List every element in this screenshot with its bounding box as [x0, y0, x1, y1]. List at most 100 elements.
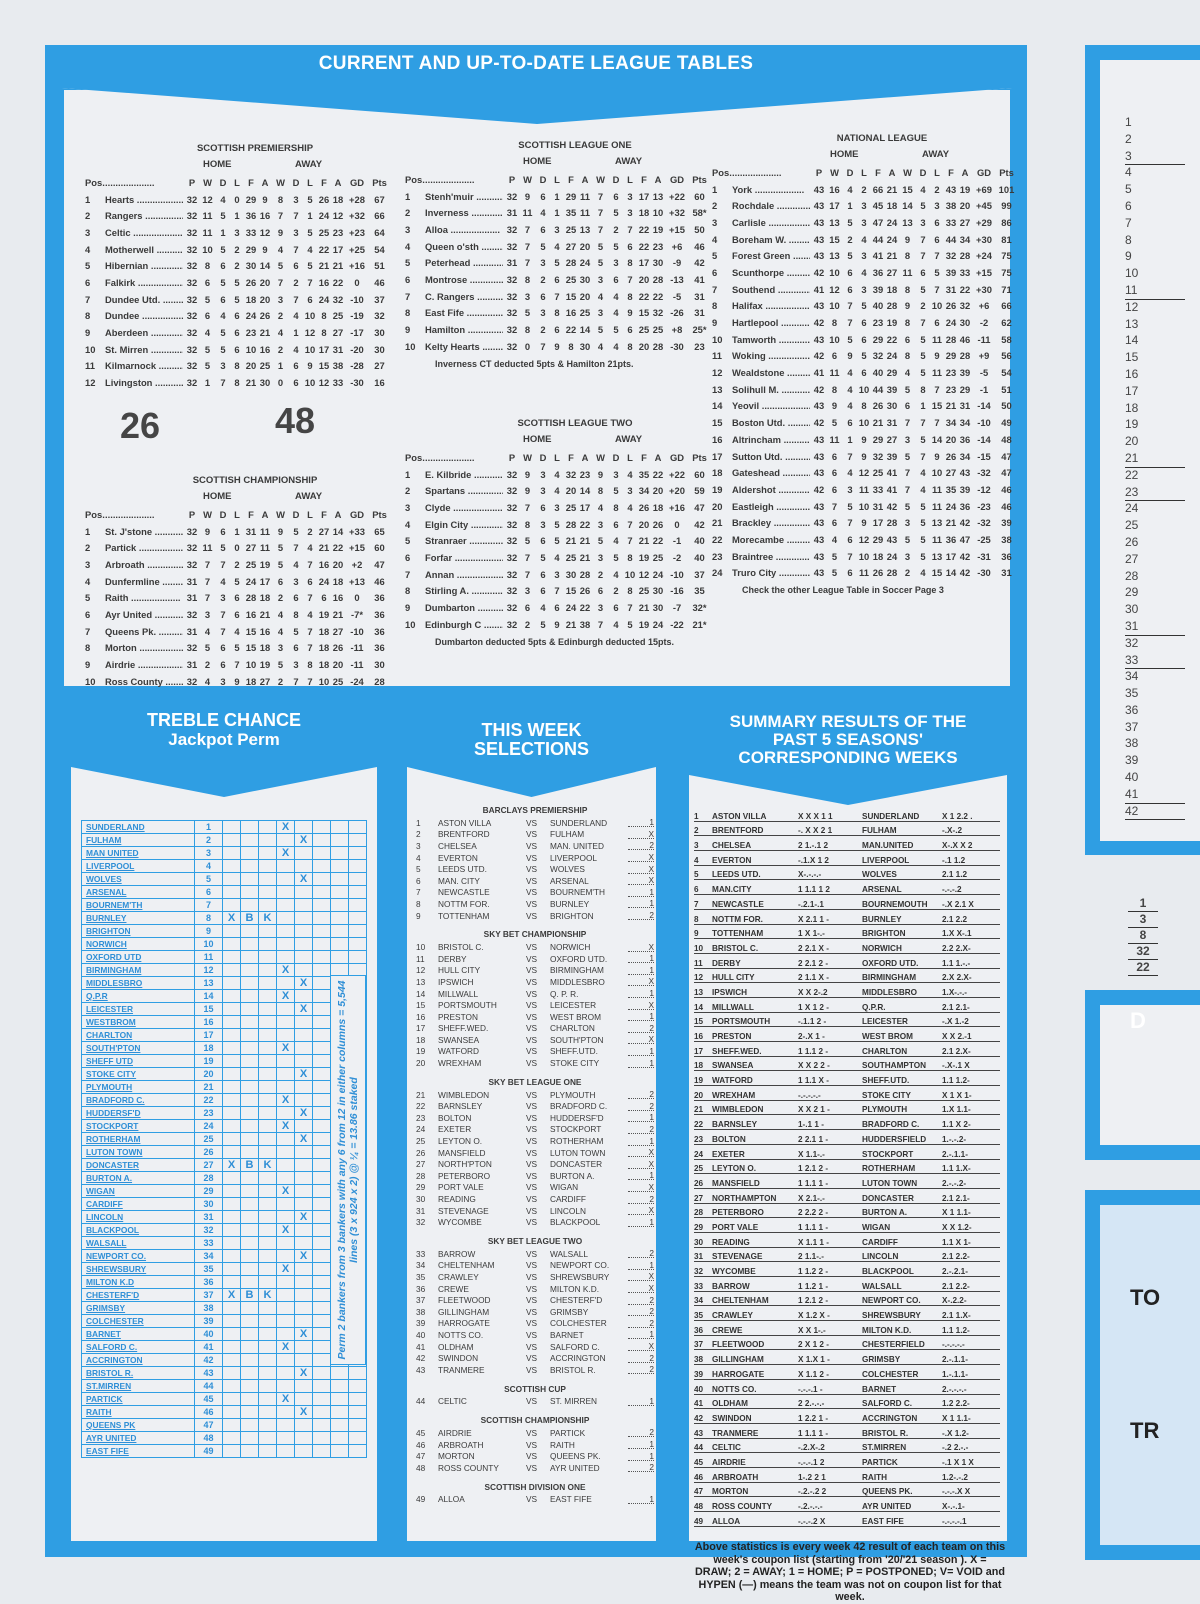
grid-cell[interactable] — [258, 1041, 277, 1055]
grid-cell[interactable]: X — [294, 1210, 313, 1224]
grid-cell[interactable] — [276, 1327, 295, 1341]
grid-cell[interactable] — [222, 885, 241, 899]
grid-cell[interactable] — [240, 859, 259, 873]
grid-cell[interactable] — [240, 1327, 259, 1341]
grid-cell[interactable]: B — [240, 1158, 259, 1172]
grid-cell[interactable] — [312, 1171, 331, 1185]
grid-cell[interactable] — [258, 1197, 277, 1211]
grid-cell[interactable] — [294, 1145, 313, 1159]
grid-cell[interactable] — [258, 1418, 277, 1432]
grid-cell[interactable] — [258, 1392, 277, 1406]
grid-cell[interactable]: X — [276, 1093, 295, 1107]
grid-cell[interactable] — [276, 885, 295, 899]
grid-cell[interactable] — [276, 1210, 295, 1224]
grid-cell[interactable] — [240, 1080, 259, 1094]
grid-cell[interactable] — [240, 1145, 259, 1159]
grid-cell[interactable] — [222, 1106, 241, 1120]
grid-cell[interactable] — [294, 1262, 313, 1276]
grid-cell[interactable] — [348, 898, 367, 912]
grid-cell[interactable] — [330, 950, 349, 964]
grid-cell[interactable] — [276, 872, 295, 886]
grid-cell[interactable] — [294, 1028, 313, 1042]
grid-cell[interactable] — [294, 911, 313, 925]
grid-cell[interactable] — [276, 1015, 295, 1029]
grid-cell[interactable] — [348, 1405, 367, 1419]
grid-cell[interactable] — [222, 859, 241, 873]
grid-cell[interactable] — [258, 1171, 277, 1185]
grid-cell[interactable] — [312, 1197, 331, 1211]
grid-cell[interactable] — [330, 1444, 349, 1458]
grid-cell[interactable]: X — [276, 963, 295, 977]
grid-cell[interactable]: X — [294, 976, 313, 990]
grid-cell[interactable] — [240, 1405, 259, 1419]
grid-cell[interactable] — [348, 937, 367, 951]
grid-cell[interactable] — [276, 1288, 295, 1302]
grid-cell[interactable] — [276, 976, 295, 990]
grid-cell[interactable] — [348, 846, 367, 860]
grid-cell[interactable] — [348, 885, 367, 899]
grid-cell[interactable] — [222, 1314, 241, 1328]
grid-cell[interactable] — [294, 1015, 313, 1029]
grid-cell[interactable] — [258, 1015, 277, 1029]
grid-cell[interactable] — [330, 1418, 349, 1432]
grid-cell[interactable] — [222, 1301, 241, 1315]
grid-cell[interactable] — [294, 1184, 313, 1198]
grid-cell[interactable] — [294, 1054, 313, 1068]
grid-cell[interactable] — [312, 859, 331, 873]
grid-cell[interactable] — [222, 1223, 241, 1237]
grid-cell[interactable] — [240, 833, 259, 847]
grid-cell[interactable] — [258, 1054, 277, 1068]
grid-cell[interactable] — [312, 1093, 331, 1107]
grid-cell[interactable] — [258, 1366, 277, 1380]
grid-cell[interactable] — [222, 1327, 241, 1341]
grid-cell[interactable] — [258, 1444, 277, 1458]
grid-cell[interactable] — [222, 1405, 241, 1419]
grid-cell[interactable] — [330, 885, 349, 899]
grid-cell[interactable] — [312, 1366, 331, 1380]
grid-cell[interactable] — [240, 1431, 259, 1445]
grid-cell[interactable] — [330, 859, 349, 873]
grid-cell[interactable] — [258, 1431, 277, 1445]
grid-cell[interactable] — [258, 1379, 277, 1393]
grid-cell[interactable] — [276, 1275, 295, 1289]
grid-cell[interactable] — [222, 1379, 241, 1393]
grid-cell[interactable]: K — [258, 1158, 277, 1172]
grid-cell[interactable] — [294, 1197, 313, 1211]
grid-cell[interactable] — [312, 1418, 331, 1432]
grid-cell[interactable] — [222, 1093, 241, 1107]
grid-cell[interactable] — [222, 1275, 241, 1289]
grid-cell[interactable] — [240, 1210, 259, 1224]
grid-cell[interactable] — [222, 1015, 241, 1029]
grid-cell[interactable]: X — [294, 1366, 313, 1380]
grid-cell[interactable] — [258, 1353, 277, 1367]
grid-cell[interactable] — [258, 1236, 277, 1250]
grid-cell[interactable] — [276, 1249, 295, 1263]
grid-cell[interactable] — [330, 937, 349, 951]
grid-cell[interactable] — [312, 1184, 331, 1198]
grid-cell[interactable]: X — [294, 833, 313, 847]
grid-cell[interactable] — [348, 911, 367, 925]
grid-cell[interactable] — [240, 1418, 259, 1432]
grid-cell[interactable] — [294, 937, 313, 951]
grid-cell[interactable] — [222, 1028, 241, 1042]
grid-cell[interactable] — [222, 872, 241, 886]
grid-cell[interactable] — [276, 911, 295, 925]
grid-cell[interactable] — [312, 1002, 331, 1016]
grid-cell[interactable] — [294, 859, 313, 873]
grid-cell[interactable] — [222, 1262, 241, 1276]
grid-cell[interactable] — [240, 1314, 259, 1328]
grid-cell[interactable] — [240, 963, 259, 977]
grid-cell[interactable] — [222, 1119, 241, 1133]
grid-cell[interactable] — [240, 989, 259, 1003]
grid-cell[interactable] — [222, 1431, 241, 1445]
grid-cell[interactable] — [222, 1171, 241, 1185]
grid-cell[interactable]: X — [294, 1132, 313, 1146]
grid-cell[interactable] — [312, 1210, 331, 1224]
grid-cell[interactable] — [312, 1080, 331, 1094]
grid-cell[interactable] — [348, 833, 367, 847]
grid-cell[interactable]: K — [258, 911, 277, 925]
grid-cell[interactable] — [330, 846, 349, 860]
grid-cell[interactable] — [330, 833, 349, 847]
grid-cell[interactable] — [258, 1080, 277, 1094]
grid-cell[interactable] — [348, 1418, 367, 1432]
